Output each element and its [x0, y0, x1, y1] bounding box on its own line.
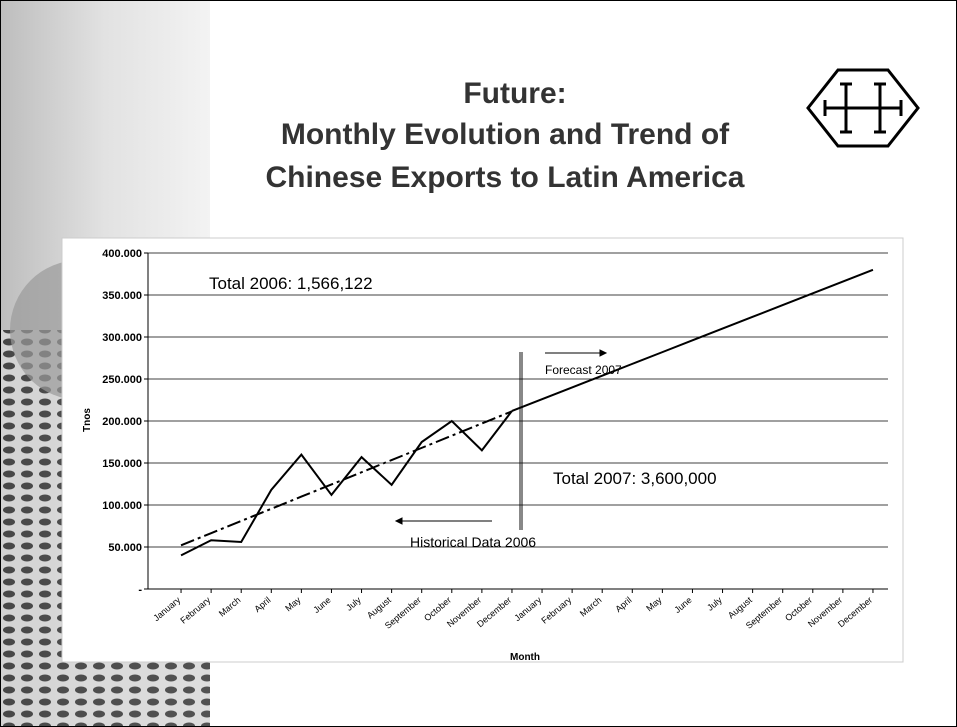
y-tick-label: 400.000 — [102, 248, 142, 260]
y-tick-label: 350.000 — [102, 290, 142, 302]
annotation: Total 2007: 3,600,000 — [553, 469, 717, 488]
title-line: Chinese Exports to Latin America — [265, 161, 744, 194]
slide: Future: Monthly Evolution and Trend of C… — [0, 0, 957, 727]
y-tick-label: 250.000 — [102, 374, 142, 386]
y-tick-label: 100.000 — [102, 500, 142, 512]
title-line: Monthly Evolution and Trend of — [281, 118, 730, 151]
y-tick-label: 200.000 — [102, 416, 142, 428]
annotation: Total 2006: 1,566,122 — [209, 274, 373, 293]
x-axis-label: Month — [510, 652, 540, 663]
annotation: Historical Data 2006 — [410, 534, 536, 550]
y-tick-label: - — [138, 584, 142, 596]
y-tick-label: 150.000 — [102, 458, 142, 470]
y-tick-label: 300.000 — [102, 332, 142, 344]
y-tick-label: 50.000 — [108, 542, 142, 554]
slide-canvas: Future: Monthly Evolution and Trend of C… — [0, 0, 957, 727]
y-axis-label: Tnos — [82, 408, 93, 432]
annotation: Forecast 2007 — [545, 363, 622, 377]
title-line: Future: — [463, 77, 566, 110]
